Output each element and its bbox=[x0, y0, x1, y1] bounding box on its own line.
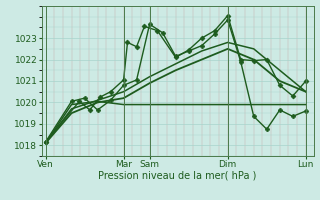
X-axis label: Pression niveau de la mer( hPa ): Pression niveau de la mer( hPa ) bbox=[99, 171, 257, 181]
